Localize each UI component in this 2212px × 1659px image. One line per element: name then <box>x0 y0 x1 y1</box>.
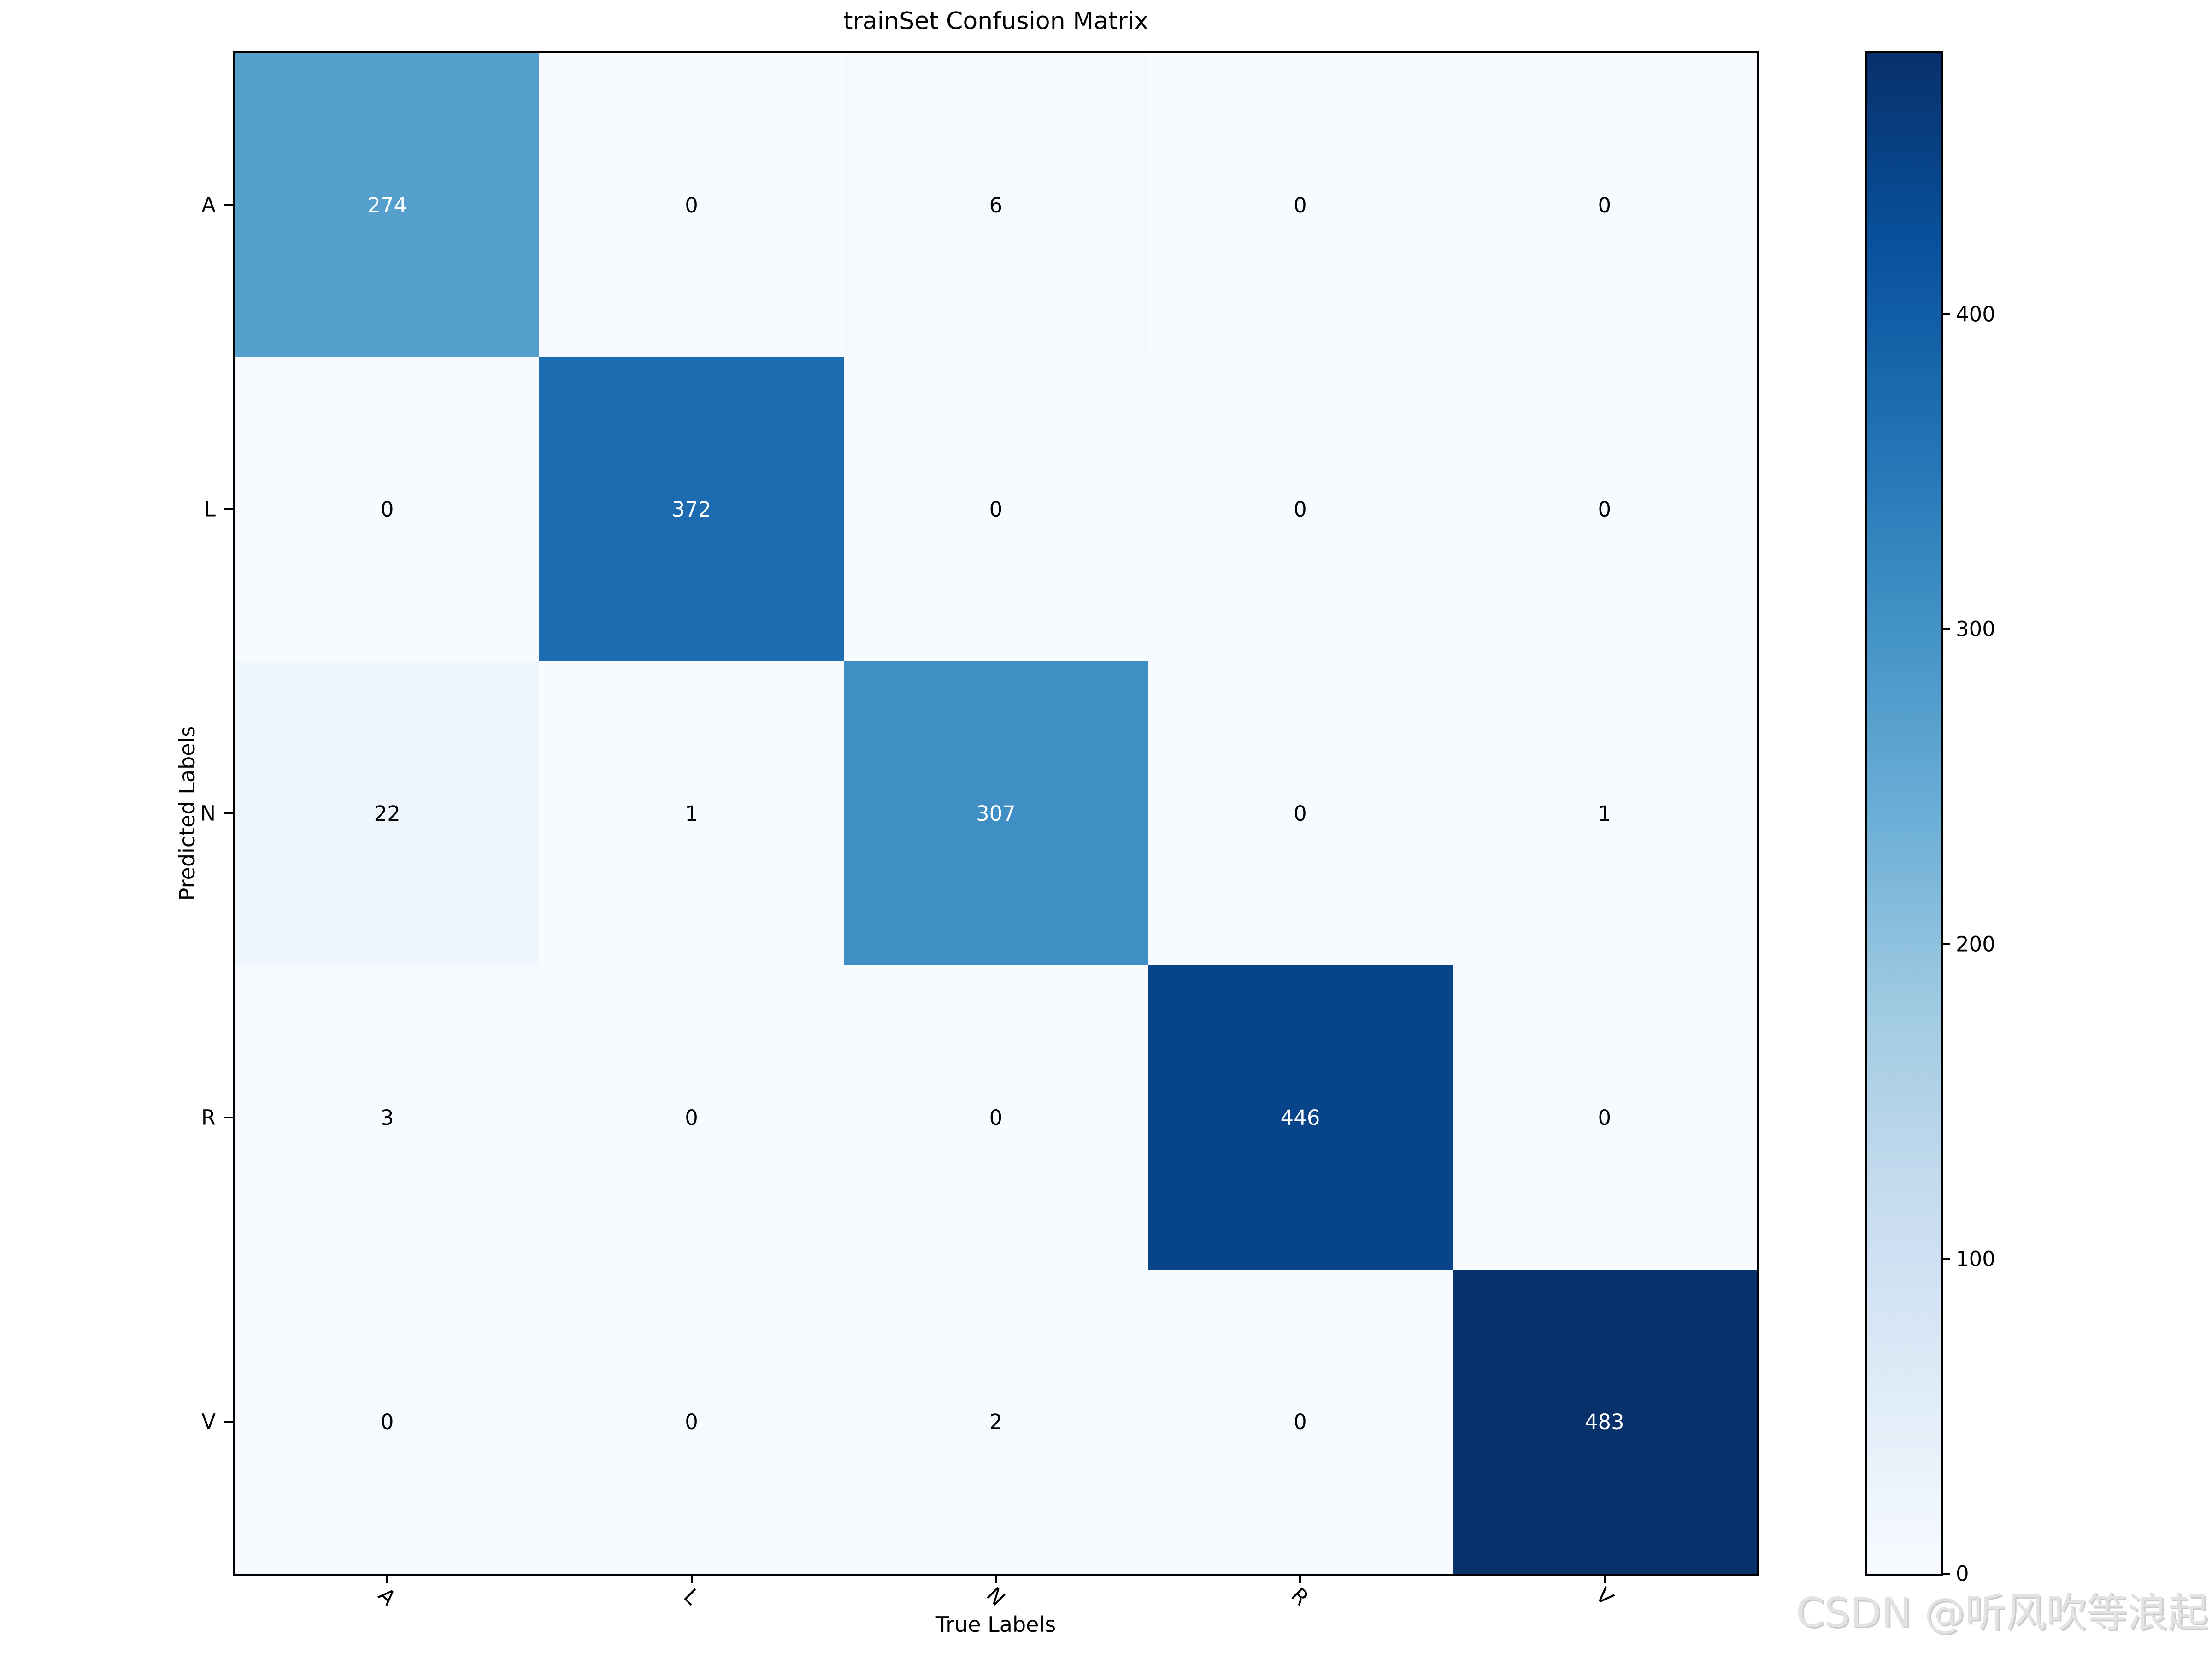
colorbar-tick-label: 300 <box>1956 617 1995 641</box>
cell-value: 22 <box>374 801 400 826</box>
colorbar-tick-mark <box>1941 943 1950 945</box>
cell-value: 0 <box>989 497 1003 522</box>
cell-value: 0 <box>685 1105 698 1130</box>
heatmap-cell: 0 <box>843 357 1148 661</box>
cell-value: 3 <box>380 1105 394 1130</box>
heatmap-cell: 0 <box>539 53 844 357</box>
heatmap-cell: 3 <box>235 965 540 1270</box>
cell-value: 0 <box>1294 193 1307 218</box>
heatmap-cell: 274 <box>235 53 540 357</box>
y-tick-label: L <box>204 497 216 522</box>
colorbar <box>1865 51 1943 1576</box>
cell-value: 1 <box>1598 801 1612 826</box>
heatmap-cell: 446 <box>1148 965 1453 1270</box>
cell-value: 0 <box>1294 1409 1307 1434</box>
cell-value: 0 <box>989 1105 1003 1130</box>
cell-value: 0 <box>1598 497 1612 522</box>
cell-value: 483 <box>1584 1409 1624 1434</box>
cell-value: 0 <box>1294 801 1307 826</box>
colorbar-tick-mark <box>1941 1258 1950 1260</box>
x-tick-mark <box>690 1574 693 1583</box>
colorbar-tick-mark <box>1941 313 1950 316</box>
cell-value: 0 <box>380 1409 394 1434</box>
watermark: CSDN @听风吹等浪起 <box>1796 1589 2208 1636</box>
cell-value: 274 <box>367 193 407 218</box>
y-tick-mark <box>224 204 233 206</box>
heatmap-cell: 2 <box>843 1270 1148 1574</box>
x-tick-label: L <box>678 1583 705 1610</box>
y-tick-label: A <box>201 193 216 218</box>
cell-value: 0 <box>1598 193 1612 218</box>
colorbar-tick-label: 100 <box>1956 1247 1995 1271</box>
heatmap-cell: 0 <box>1452 965 1757 1270</box>
heatmap-cell: 0 <box>1452 357 1757 661</box>
heatmap-cell: 0 <box>1148 661 1453 965</box>
cell-value: 0 <box>380 497 394 522</box>
cell-value: 0 <box>1294 497 1307 522</box>
y-tick-mark <box>224 1421 233 1423</box>
x-axis-label: True Labels <box>935 1612 1056 1637</box>
y-tick-label: V <box>201 1409 216 1434</box>
plot-area: 274 0 6 0 0 0 372 0 0 0 22 1 307 0 1 3 0 0 446 0 0 0 2 0 483 <box>233 51 1759 1576</box>
cell-value: 0 <box>1598 1105 1612 1130</box>
heatmap-cell: 483 <box>1452 1270 1757 1574</box>
y-tick-mark <box>224 812 233 814</box>
heatmap-cell: 0 <box>843 965 1148 1270</box>
cell-value: 1 <box>685 801 698 826</box>
y-tick-mark <box>224 1117 233 1118</box>
colorbar-tick-label: 200 <box>1956 932 1995 957</box>
x-tick-label: V <box>1591 1583 1618 1611</box>
heatmap-cell: 1 <box>539 661 844 965</box>
colorbar-tick-label: 400 <box>1956 302 1995 327</box>
cell-value: 446 <box>1280 1105 1320 1130</box>
cell-value: 307 <box>976 801 1016 826</box>
heatmap-cell: 0 <box>235 1270 540 1574</box>
heatmap-cell: 22 <box>235 661 540 965</box>
heatmap-cell: 0 <box>1452 53 1757 357</box>
cell-value: 2 <box>989 1409 1003 1434</box>
colorbar-tick-mark <box>1941 628 1950 630</box>
heatmap-cell: 0 <box>1148 357 1453 661</box>
heatmap-cell: 0 <box>1148 53 1453 357</box>
x-tick-mark <box>995 1574 997 1583</box>
x-tick-mark <box>386 1574 388 1583</box>
y-tick-mark <box>224 508 233 510</box>
colorbar-tick-label: 0 <box>1956 1561 1969 1586</box>
cell-value: 0 <box>685 1409 698 1434</box>
x-tick-label: N <box>982 1582 1010 1611</box>
x-tick-mark <box>1299 1574 1301 1583</box>
heatmap-cell: 0 <box>539 1270 844 1574</box>
y-tick-label: R <box>201 1105 216 1130</box>
heatmap-cell: 0 <box>235 357 540 661</box>
cell-value: 6 <box>989 193 1003 218</box>
colorbar-gradient <box>1867 53 1941 1574</box>
y-tick-label: N <box>200 801 216 826</box>
heatmap-cell: 0 <box>539 965 844 1270</box>
y-axis-label: Predicted Labels <box>175 726 200 901</box>
heatmap-cell: 6 <box>843 53 1148 357</box>
x-tick-label: A <box>373 1583 401 1611</box>
heatmap-grid: 274 0 6 0 0 0 372 0 0 0 22 1 307 0 1 3 0 0 446 0 0 0 2 0 483 <box>235 53 1757 1574</box>
colorbar-tick-mark <box>1941 1573 1950 1575</box>
heatmap-cell: 372 <box>539 357 844 661</box>
cell-value: 0 <box>685 193 698 218</box>
x-tick-mark <box>1603 1574 1606 1583</box>
heatmap-cell: 307 <box>843 661 1148 965</box>
x-tick-label: R <box>1286 1583 1314 1611</box>
cell-value: 372 <box>671 497 712 522</box>
heatmap-cell: 1 <box>1452 661 1757 965</box>
chart-title: trainSet Confusion Matrix <box>843 7 1148 35</box>
heatmap-cell: 0 <box>1148 1270 1453 1574</box>
